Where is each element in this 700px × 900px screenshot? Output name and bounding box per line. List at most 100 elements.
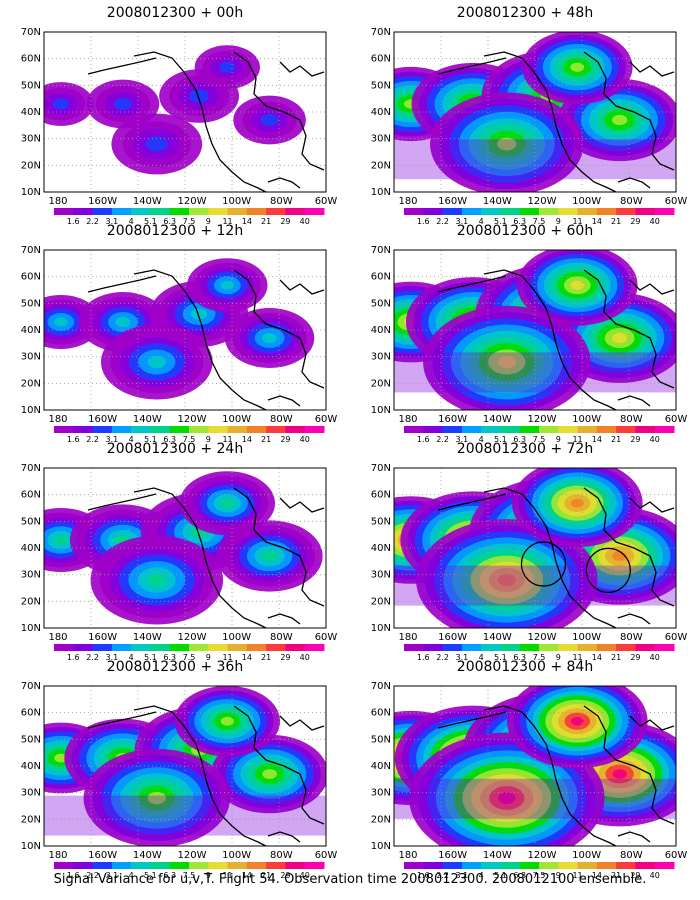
colorbar-segment	[266, 862, 286, 869]
map-panel: 2008012300 + 84h 70N 60N 50N 40N 30N 20N 10N 180…	[360, 658, 690, 880]
colorbar-segment	[92, 644, 113, 651]
colorbar-label: 5.1	[494, 435, 507, 444]
map-panel: 2008012300 + 48h 70N 60N 50N 40N 30N 20N 10N 180…	[360, 4, 690, 226]
latitude-label: 40N	[21, 107, 41, 118]
longitude-label: 180	[398, 632, 417, 643]
variance-contour	[497, 355, 517, 369]
variance-field	[44, 686, 326, 846]
colorbar-segment	[654, 862, 675, 869]
latitude-label: 30N	[371, 134, 391, 145]
latitude-label: 30N	[21, 352, 41, 363]
colorbar-label: 5.1	[144, 435, 157, 444]
colorbar-label: 9	[556, 217, 561, 226]
colorbar-segment	[150, 426, 171, 433]
colorbar-label: 11	[572, 871, 582, 880]
colorbar-label: 3.1	[105, 435, 118, 444]
colorbar-label: 4	[129, 217, 134, 226]
map-plot: 70N 60N 50N 40N 30N 20N 10N 180 160W 140W 120W 100W…	[371, 27, 688, 226]
colorbar-label: 14	[242, 653, 252, 662]
colorbar-label: 6.3	[513, 871, 526, 880]
variance-band	[44, 795, 326, 836]
coastline	[87, 705, 325, 847]
colorbar-segment	[285, 426, 306, 433]
coastline-path	[583, 487, 675, 607]
map-panel: 2008012300 + 72h 70N 60N 50N 40N 30N 20N 10N 180…	[360, 440, 690, 662]
colorbar-label: 6.3	[513, 217, 526, 226]
colorbar-label: 14	[592, 871, 602, 880]
longitude-label: 100W	[222, 196, 251, 207]
colorbar-segment	[423, 862, 444, 869]
colorbar-segment	[208, 426, 229, 433]
coastline-path	[87, 275, 157, 293]
latitude-label: 70N	[21, 681, 41, 692]
longitude-label: 60W	[315, 850, 338, 861]
colorbar-segment	[304, 644, 325, 651]
colorbar-segment	[227, 208, 248, 215]
latitude-label: 70N	[21, 27, 41, 38]
observation-circle	[585, 547, 631, 594]
colorbar-label: 40	[650, 653, 660, 662]
map-frame	[393, 467, 677, 629]
colorbar-label: 7.5	[183, 217, 196, 226]
colorbar-segment	[500, 426, 521, 433]
panel-title: 2008012300 + 84h	[456, 659, 594, 675]
colorbar-segment	[266, 208, 286, 215]
colorbar-segment	[539, 644, 559, 651]
colorbar-label: 29	[280, 435, 290, 444]
colorbar-label: 1.6	[417, 653, 430, 662]
variance-contour	[570, 280, 585, 290]
colorbar-segment	[635, 644, 656, 651]
colorbar-label: 3.1	[455, 435, 468, 444]
colorbar-label: 1.6	[67, 871, 80, 880]
colorbar-segment	[169, 426, 190, 433]
colorbar-label: 7.5	[533, 435, 546, 444]
colorbar-label: 40	[650, 217, 660, 226]
colorbar-segment	[519, 644, 540, 651]
variance-contour	[54, 753, 68, 763]
panel-title: 2008012300 + 48h	[456, 5, 594, 21]
latitude-label: 40N	[371, 107, 391, 118]
colorbar-segment	[616, 644, 636, 651]
longitude-label: 120W	[178, 196, 207, 207]
variance-contour	[570, 62, 585, 72]
longitude-label: 160W	[438, 850, 467, 861]
variance-contour	[189, 89, 210, 103]
colorbar-segment	[596, 208, 617, 215]
coastline-path	[279, 715, 325, 731]
colorbar-segment	[189, 644, 209, 651]
colorbar-segment	[54, 426, 74, 433]
longitude-label: 180	[48, 850, 67, 861]
colorbar-segment	[111, 426, 132, 433]
colorbar-segment	[481, 426, 501, 433]
map-panel: 2008012300 + 36h 70N 60N 50N 40N 30N 20N 10N 180…	[10, 658, 340, 880]
colorbar-segment	[304, 208, 325, 215]
latitude-label: 60N	[371, 708, 391, 719]
latitude-label: 30N	[371, 788, 391, 799]
colorbar-segment	[519, 426, 540, 433]
colorbar-segment	[539, 208, 559, 215]
coastline-path	[279, 61, 325, 77]
colorbar-segment	[558, 208, 579, 215]
variance-contour	[190, 308, 208, 320]
colorbar-label: 1.6	[417, 217, 430, 226]
longitude-label: 120W	[528, 196, 557, 207]
colorbar-segment	[539, 862, 559, 869]
colorbar-segment	[596, 862, 617, 869]
colorbar-segment	[131, 208, 151, 215]
panel-title: 2008012300 + 36h	[106, 659, 244, 675]
variance-contour	[262, 333, 278, 343]
latitude-label: 10N	[371, 187, 391, 198]
longitude-label: 100W	[572, 850, 601, 861]
longitude-label: 100W	[222, 632, 251, 643]
latitude-label: 60N	[371, 54, 391, 65]
colorbar-segment	[227, 426, 248, 433]
coastline-path	[437, 493, 507, 511]
colorbar-segment	[596, 644, 617, 651]
coastline-path	[87, 711, 157, 729]
variance-contour	[612, 769, 627, 779]
colorbar-label: 9	[556, 653, 561, 662]
colorbar-segment	[558, 644, 579, 651]
colorbar-label: 1.6	[67, 435, 80, 444]
coastline-path	[483, 487, 617, 629]
variance-contour	[612, 333, 628, 343]
